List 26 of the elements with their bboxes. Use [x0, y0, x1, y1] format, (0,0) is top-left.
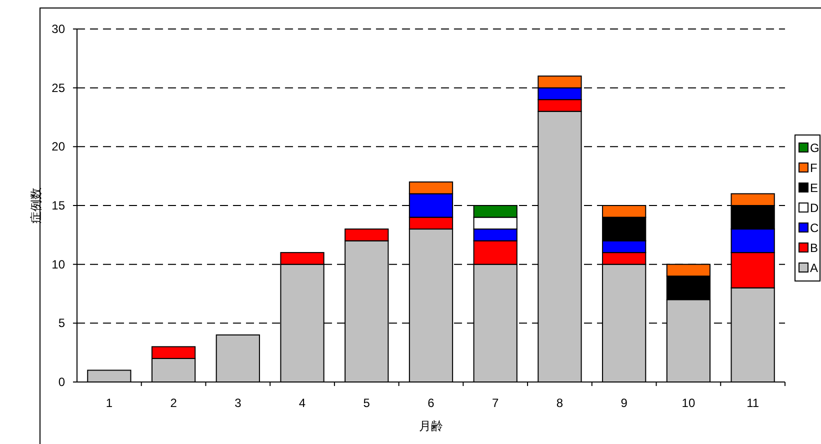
y-tick-label: 10: [52, 257, 66, 272]
x-tick-label: 10: [682, 396, 696, 410]
legend-label: C: [810, 221, 819, 235]
legend-label: B: [810, 241, 818, 255]
x-tick-label: 4: [298, 396, 306, 410]
legend-label: D: [810, 201, 819, 215]
y-tick-label: 30: [52, 22, 66, 36]
legend-label: G: [810, 141, 820, 155]
x-tick-label: 7: [492, 396, 500, 410]
x-tick-label: 11: [746, 396, 760, 410]
x-tick-label: 1: [106, 396, 113, 410]
x-tick-label: 3: [234, 396, 242, 410]
y-tick-label: 5: [58, 316, 66, 330]
y-tick-label: 20: [52, 140, 66, 154]
legend-label: A: [810, 261, 818, 275]
x-tick-label: 2: [170, 396, 178, 410]
legend-label: F: [810, 161, 818, 175]
y-tick-label: 0: [58, 375, 66, 389]
x-tick-label: 9: [620, 396, 628, 410]
y-tick-label: 15: [52, 198, 66, 212]
x-axis-title: 月齢: [419, 419, 443, 433]
x-tick-label: 5: [363, 396, 370, 410]
legend-label: E: [810, 181, 818, 195]
x-tick-label: 8: [556, 396, 564, 410]
x-tick-label: 6: [428, 396, 435, 410]
y-tick-label: 25: [52, 80, 66, 95]
